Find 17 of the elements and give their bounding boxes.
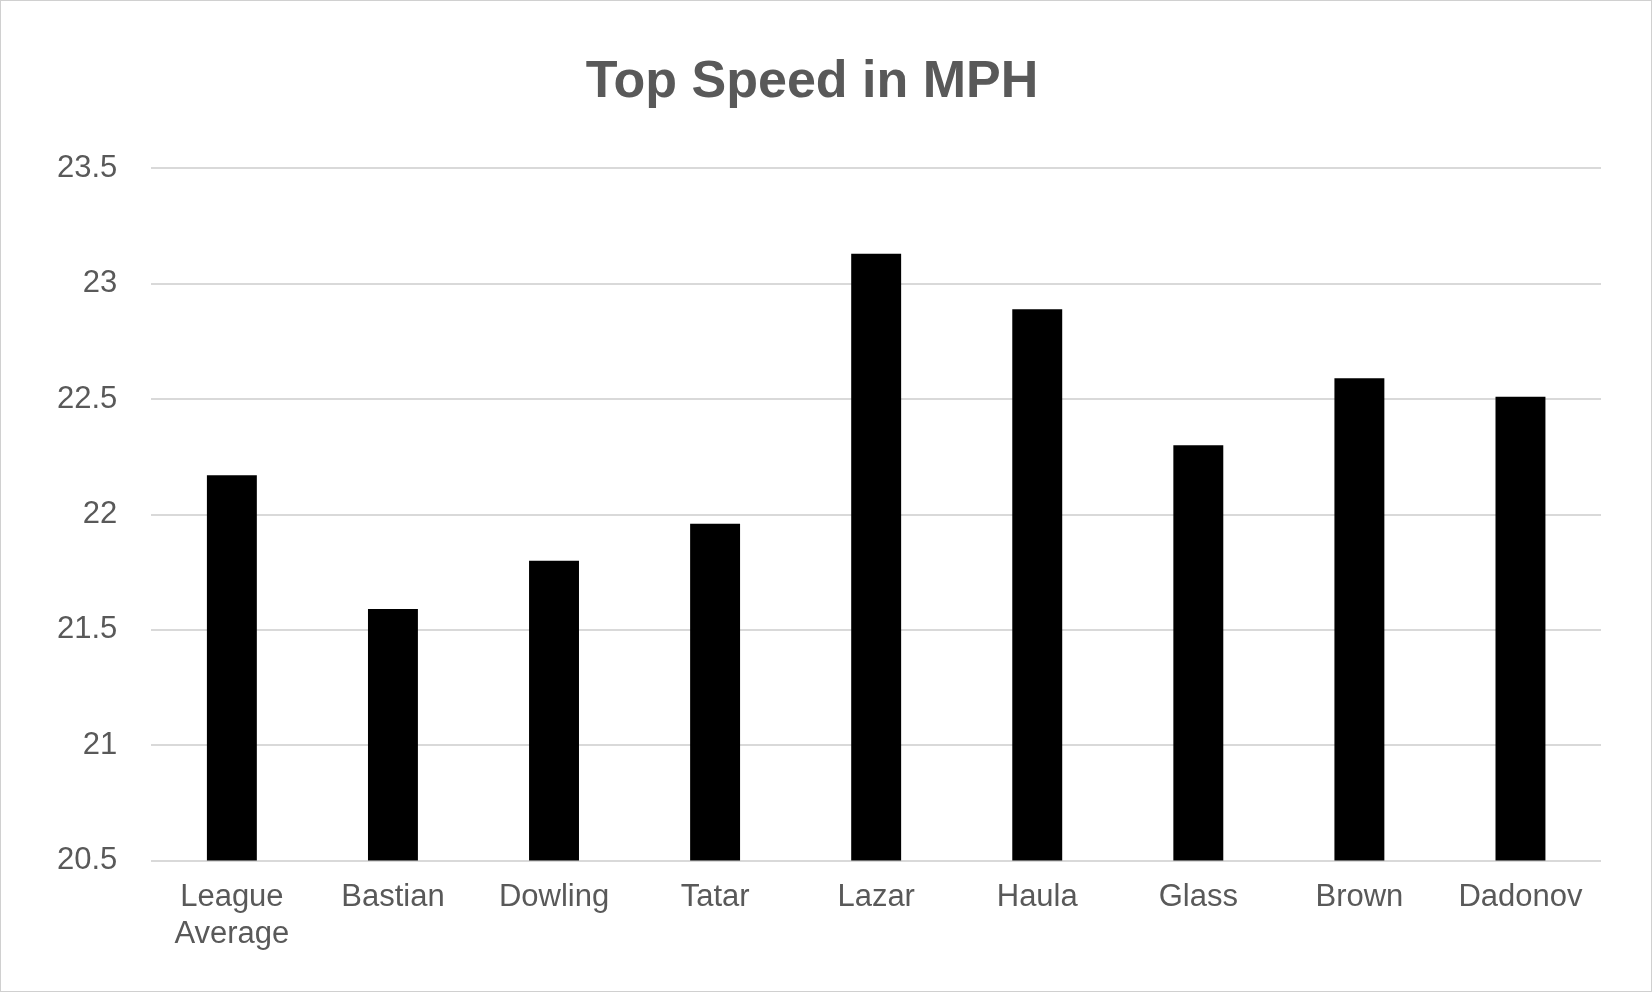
- y-tick-label: 20.5: [56, 841, 118, 877]
- x-tick-label: Tatar: [680, 877, 750, 913]
- x-tick-label: Haula: [996, 877, 1079, 913]
- x-tick-label: Lazar: [837, 877, 915, 913]
- y-tick-label: 23: [82, 264, 118, 300]
- x-tick-label: Dowling: [498, 877, 610, 913]
- y-tick-label: 21: [82, 725, 118, 761]
- y-tick-label: 21.5: [56, 610, 118, 646]
- y-tick-label: 22: [82, 495, 118, 531]
- x-tick-label: Bastian: [341, 877, 445, 913]
- y-tick-label: 23.5: [56, 148, 118, 184]
- x-tick-label: League Average: [174, 877, 290, 950]
- chart-title: Top Speed in MPH: [585, 49, 1039, 108]
- x-tick-label: Dadonov: [1458, 877, 1584, 913]
- x-tick-label: Glass: [1158, 877, 1238, 913]
- y-tick-label: 22.5: [56, 379, 118, 415]
- x-tick-label: Brown: [1315, 877, 1404, 913]
